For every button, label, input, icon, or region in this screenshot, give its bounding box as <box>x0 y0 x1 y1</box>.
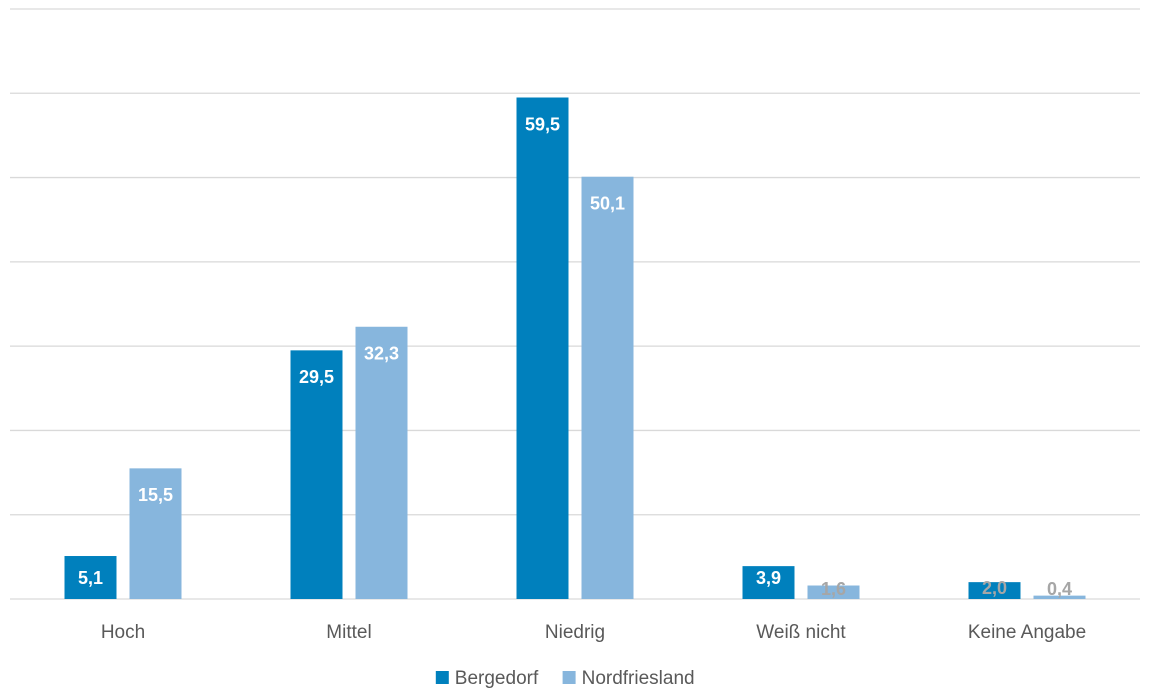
data-labels: 5,1 15,5 29,5 32,3 59,5 50,1 3,9 1,6 2,0 0,4 <box>78 114 1072 599</box>
data-label: 3,9 <box>756 568 781 588</box>
bar-nordfriesland-3 <box>807 585 860 599</box>
data-label: 32,3 <box>364 344 399 364</box>
legend-swatch-nordfriesland <box>562 671 576 684</box>
legend-label: Bergedorf <box>455 668 539 689</box>
category-axis-labels: Hoch Mittel Niedrig Weiß nicht Keine Angabe <box>101 622 1086 643</box>
bar-bergedorf-0 <box>64 556 117 599</box>
data-label: 59,5 <box>525 114 560 134</box>
data-label: 2,0 <box>982 578 1007 598</box>
legend: Bergedorf Nordfriesland <box>435 668 695 689</box>
data-label: 29,5 <box>299 367 334 387</box>
category-label: Mittel <box>326 622 371 643</box>
bars <box>64 97 1086 599</box>
data-label: 50,1 <box>590 193 625 213</box>
bar-nordfriesland-2 <box>581 176 634 599</box>
data-label: 15,5 <box>138 485 173 505</box>
category-label: Weiß nicht <box>756 622 846 643</box>
bar-bergedorf-2 <box>516 97 569 599</box>
data-label: 5,1 <box>78 568 103 588</box>
bar-nordfriesland-0 <box>129 468 182 599</box>
data-label: 1,6 <box>821 579 846 599</box>
bar-nordfriesland-4 <box>1033 595 1086 599</box>
legend-label: Nordfriesland <box>582 668 695 689</box>
bar-bergedorf-1 <box>290 350 343 599</box>
gridlines <box>10 8 1140 600</box>
bar-nordfriesland-1 <box>355 326 408 599</box>
data-label: 0,4 <box>1047 579 1072 599</box>
category-label: Niedrig <box>545 622 605 643</box>
bar-bergedorf-4 <box>968 582 1021 599</box>
category-label: Hoch <box>101 622 145 643</box>
legend-swatch-bergedorf <box>435 671 449 684</box>
category-label: Keine Angabe <box>968 622 1086 643</box>
bar-bergedorf-3 <box>742 566 795 599</box>
